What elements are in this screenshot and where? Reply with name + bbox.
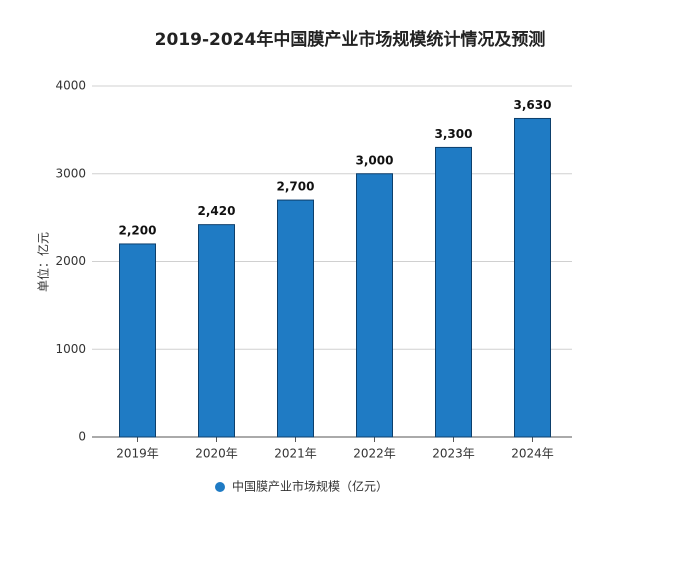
bar [277,199,314,438]
x-tick-label: 2024年 [511,447,554,461]
y-tick-label: 0 [78,430,86,444]
x-tick-label: 2020年 [195,447,238,461]
legend-label: 中国膜产业市场规模（亿元） [232,479,388,494]
value-label: 2,420 [198,204,236,218]
value-label: 3,000 [356,153,394,167]
value-label: 2,700 [277,180,315,194]
x-tick-label: 2021年 [274,447,317,461]
x-tick-label: 2019年 [116,447,159,461]
chart-title: 2019-2024年中国膜产业市场规模统计情况及预测 [155,29,546,50]
bar [356,173,393,438]
value-label: 3,630 [514,98,552,112]
y-axis-label: 单位：亿元 [36,232,51,292]
y-tick-label: 1000 [55,342,86,356]
bar [119,243,156,438]
value-label: 2,200 [119,223,157,237]
y-tick-label: 2000 [55,254,86,268]
bar [514,117,551,438]
bar [198,224,235,438]
x-tick-label: 2022年 [353,447,396,461]
x-tick-label: 2023年 [432,447,475,461]
y-tick-label: 3000 [55,166,86,180]
bar [435,146,472,438]
legend-marker [215,482,225,492]
y-tick-label: 4000 [55,79,86,93]
value-label: 3,300 [435,127,473,141]
